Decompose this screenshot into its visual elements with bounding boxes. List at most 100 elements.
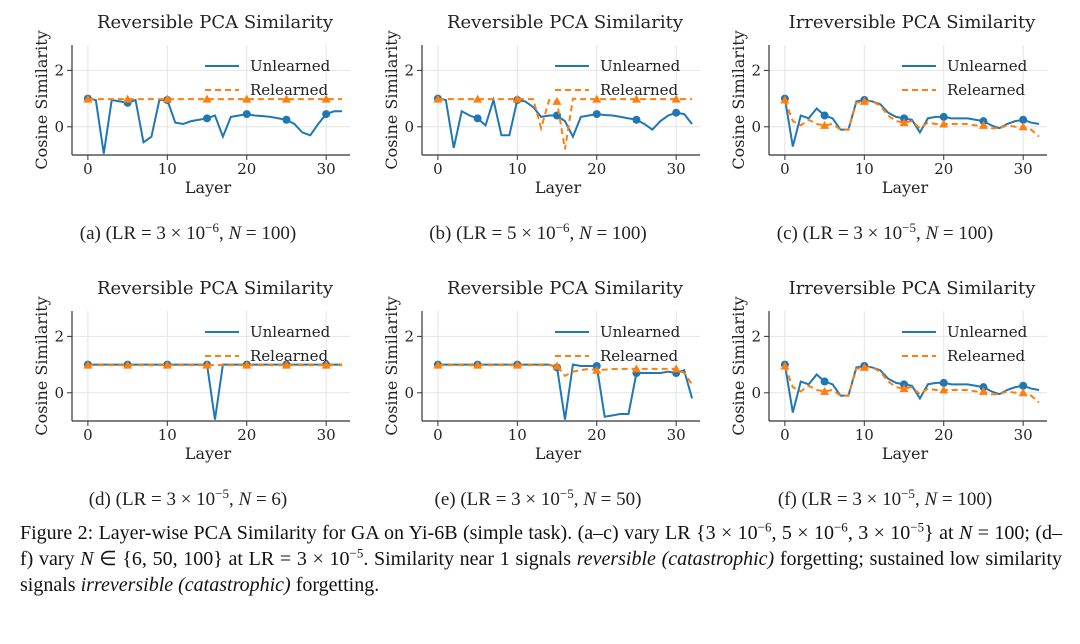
panel-caption: (a) (LR = 3 × 10−6, N = 100) (80, 220, 296, 245)
caption-sup: −5 (910, 519, 925, 535)
marker (1018, 388, 1028, 397)
legend-label: Relearned (250, 81, 328, 99)
caption-part: N (227, 223, 242, 244)
caption-part: = 100) (938, 223, 993, 244)
caption-text: = 100; (d–f) vary (20, 522, 1062, 570)
caption-part: (e) (LR = 3 × 10 (435, 489, 560, 510)
x-tick-label: 0 (433, 160, 443, 178)
marker (433, 94, 443, 103)
marker (83, 94, 93, 103)
y-tick-label: 0 (751, 118, 761, 136)
x-tick-label: 20 (237, 426, 256, 444)
caption-sup: −6 (833, 519, 848, 535)
x-tick-label: 10 (508, 426, 527, 444)
legend-label: Unlearned (600, 57, 681, 75)
x-tick-label: 30 (317, 426, 336, 444)
y-tick-label: 0 (54, 384, 64, 402)
y-tick-label: 0 (404, 384, 414, 402)
y-axis-label: Cosine Similarity (382, 30, 401, 169)
marker (859, 362, 869, 371)
legend-label: Relearned (600, 81, 678, 99)
marker (281, 360, 291, 369)
x-tick-label: 20 (934, 160, 953, 178)
panel-caption: (f) (LR = 3 × 10−5, N = 100) (778, 486, 992, 511)
chart: Reversible PCA Similarity 0 10 20 30 0 2 Layer C… (382, 278, 700, 510)
x-tick-label: 30 (667, 426, 686, 444)
x-axis-label: Layer (185, 178, 232, 197)
y-axis-label: Cosine Similarity (729, 296, 748, 435)
marker (978, 386, 988, 395)
legend-label: Relearned (947, 81, 1025, 99)
chart-title: Irreversible PCA Similarity (789, 278, 1037, 299)
marker (671, 364, 681, 373)
panel-caption: (e) (LR = 3 × 10−5, N = 50) (435, 486, 642, 511)
x-tick-label: 0 (433, 426, 443, 444)
marker (202, 94, 212, 103)
marker (473, 94, 483, 103)
caption-part: = 6) (251, 489, 287, 510)
marker (899, 384, 909, 393)
marker (512, 360, 522, 369)
x-axis-label: Layer (535, 178, 582, 197)
panel-caption: (c) (LR = 3 × 10−5, N = 100) (777, 220, 993, 245)
caption-text: } at (924, 522, 959, 544)
caption-sup: −6 (757, 519, 772, 535)
caption-text: , 5 × 10 (771, 522, 834, 544)
caption-part: −5 (215, 486, 229, 501)
legend-label: Unlearned (250, 323, 331, 341)
x-tick-label: 20 (587, 426, 606, 444)
series-line (437, 363, 694, 420)
marker (899, 118, 909, 127)
chart-title: Reversible PCA Similarity (447, 278, 684, 299)
y-axis-label: Cosine Similarity (32, 296, 51, 435)
marker (83, 360, 93, 369)
caption-part: −5 (901, 486, 915, 501)
marker (939, 119, 949, 128)
marker (671, 94, 681, 103)
caption-part: −6 (556, 220, 570, 235)
x-tick-label: 20 (587, 160, 606, 178)
x-axis-label: Layer (882, 178, 929, 197)
caption-part: N (923, 489, 938, 510)
marker (978, 120, 988, 129)
x-tick-label: 30 (317, 160, 336, 178)
caption-part: (b) (LR = 5 × 10 (429, 223, 555, 244)
x-tick-label: 0 (83, 426, 93, 444)
caption-part: , (574, 489, 584, 510)
caption-text: Figure 2: Layer-wise PCA Similarity for … (20, 522, 758, 544)
x-tick-label: 20 (934, 426, 953, 444)
panel-caption: (d) (LR = 3 × 10−5, N = 6) (89, 486, 288, 511)
y-tick-label: 0 (751, 384, 761, 402)
figure-caption: Figure 2: Layer-wise PCA Similarity for … (20, 520, 1062, 598)
caption-part: N (582, 489, 597, 510)
marker (552, 361, 562, 370)
marker (859, 96, 869, 105)
marker (780, 361, 790, 370)
caption-part: = 100) (937, 489, 992, 510)
caption-part: (d) (LR = 3 × 10 (89, 489, 215, 510)
marker (202, 360, 212, 369)
marker (1018, 122, 1028, 131)
chart-title: Reversible PCA Similarity (97, 12, 334, 33)
caption-italic: irreversible (catastrophic) (80, 574, 291, 596)
marker (322, 110, 331, 119)
legend-label: Unlearned (947, 57, 1028, 75)
caption-italic: N (80, 548, 94, 570)
chart: Reversible PCA Similarity 0 10 20 30 0 2 Layer C… (382, 12, 700, 244)
marker (203, 114, 212, 123)
series-line (437, 364, 693, 385)
marker (672, 108, 681, 117)
marker (1019, 381, 1028, 390)
marker (512, 94, 522, 103)
x-tick-label: 10 (855, 160, 874, 178)
series-line (783, 365, 1040, 404)
chart: Reversible PCA Similarity 0 10 20 30 0 2 Layer C… (32, 278, 350, 510)
marker (281, 94, 291, 103)
caption-part: N (578, 223, 593, 244)
series-line (87, 363, 343, 420)
y-tick-label: 2 (404, 61, 414, 79)
caption-part: , (229, 489, 239, 510)
marker (473, 360, 483, 369)
x-tick-label: 20 (237, 160, 256, 178)
x-tick-label: 30 (1014, 426, 1033, 444)
